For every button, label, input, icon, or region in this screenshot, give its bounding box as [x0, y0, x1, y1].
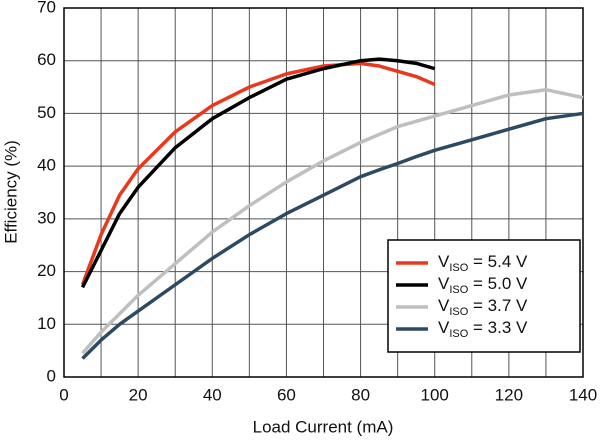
x-tick-label: 40	[203, 385, 222, 404]
x-tick-label: 0	[59, 385, 68, 404]
legend-label-part: = 3.7 V	[468, 296, 528, 315]
y-axis-label: Efficiency (%)	[1, 140, 20, 244]
legend-label-part: V	[438, 274, 450, 293]
y-tick-label: 0	[47, 366, 56, 385]
legend-label-part: = 5.0 V	[468, 274, 528, 293]
legend-label-part: V	[438, 252, 450, 271]
legend-label-part: = 3.3 V	[468, 318, 528, 337]
y-tick-label: 50	[37, 103, 56, 122]
legend-label-part: ISO	[449, 262, 468, 274]
series-line	[81, 87, 584, 355]
y-tick-label: 30	[37, 208, 56, 227]
legend-label: VISO = 3.3 V	[438, 318, 528, 339]
x-tick-label: 120	[495, 385, 523, 404]
x-tick-label: 80	[351, 385, 370, 404]
legend-label-part: V	[438, 296, 450, 315]
x-tick-label: 100	[421, 385, 449, 404]
x-tick-label: 140	[569, 385, 597, 404]
legend-label: VISO = 3.7 V	[438, 296, 528, 317]
legend-box	[387, 239, 581, 353]
x-tick-label: 60	[277, 385, 296, 404]
y-tick-label: 40	[37, 156, 56, 175]
legend-label-part: V	[438, 318, 450, 337]
plot-border	[63, 7, 584, 378]
y-tick-label: 60	[37, 50, 56, 69]
legend-label-part: = 5.4 V	[468, 252, 528, 271]
legend-label-part: ISO	[449, 284, 468, 296]
legend-label-part: ISO	[449, 306, 468, 318]
x-tick-label: 20	[129, 385, 148, 404]
y-tick-label: 20	[37, 261, 56, 280]
x-axis-label: Load Current (mA)	[253, 417, 394, 436]
legend-label-part: ISO	[449, 328, 468, 340]
series-line	[81, 111, 584, 360]
legend-label: VISO = 5.0 V	[438, 274, 528, 295]
legend-label: VISO = 5.4 V	[438, 252, 528, 273]
y-tick-label: 70	[37, 0, 56, 16]
series-line	[80, 61, 436, 286]
y-tick-label: 10	[37, 314, 56, 333]
series-line	[80, 57, 436, 289]
